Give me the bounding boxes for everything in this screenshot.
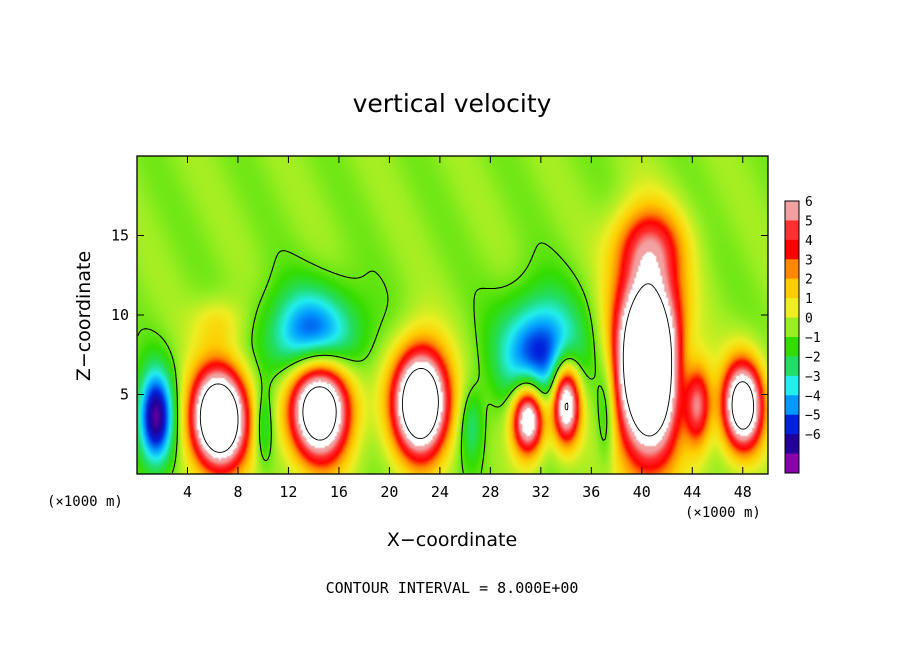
colorbar-swatch <box>785 453 799 474</box>
chart-title: vertical velocity <box>353 89 552 118</box>
colorbar-swatch <box>785 356 799 377</box>
x-unit-label-right: (×1000 m) <box>685 505 761 521</box>
x-tick-label: 28 <box>481 483 499 501</box>
colorbar-label: 6 <box>805 195 813 210</box>
x-tick-label: 48 <box>734 483 752 501</box>
contour-interval-note: CONTOUR INTERVAL = 8.000E+00 <box>326 579 579 597</box>
y-tick-label: 15 <box>111 227 129 245</box>
contour-line <box>137 242 608 474</box>
colorbar-label: 0 <box>805 312 813 327</box>
colorbar-label: 1 <box>805 292 813 307</box>
colorbar-label: −4 <box>805 389 821 404</box>
colorbar-swatch <box>785 239 799 260</box>
colorbar-frame <box>784 200 800 474</box>
colorbar-swatch <box>785 337 799 357</box>
colorbar-swatch <box>785 434 799 454</box>
colorbar: 6 5 4 3 2 1 0 −1 −2 −3 −4 −5 −6 <box>784 195 821 474</box>
y-axis-ticks: 5 10 15 <box>111 227 768 404</box>
x-unit-label-left: (×1000 m) <box>47 494 123 510</box>
colorbar-label: 2 <box>805 273 813 288</box>
x-tick-label: 8 <box>233 483 242 501</box>
contour-lines <box>137 242 755 474</box>
colorbar-label: −5 <box>805 409 821 424</box>
colorbar-swatch <box>785 317 799 338</box>
colorbar-label: 3 <box>805 253 813 268</box>
x-tick-label: 20 <box>380 483 398 501</box>
colorbar-swatch <box>785 414 799 435</box>
colorbar-swatch <box>785 375 799 396</box>
y-tick-label: 5 <box>120 386 129 404</box>
contour-line <box>199 283 755 453</box>
x-axis-ticks: 4 8 12 16 20 24 28 32 36 40 44 48 <box>183 156 752 501</box>
x-tick-label: 32 <box>532 483 550 501</box>
heatmap-field <box>137 156 768 474</box>
x-tick-label: 40 <box>633 483 651 501</box>
x-tick-label: 12 <box>279 483 297 501</box>
x-axis-label: X−coordinate <box>387 529 517 551</box>
x-tick-label: 36 <box>582 483 600 501</box>
x-tick-label: 4 <box>183 483 192 501</box>
colorbar-swatch <box>785 395 799 416</box>
colorbar-label: −3 <box>805 370 821 385</box>
velocity-field-image <box>137 156 768 474</box>
colorbar-swatch <box>785 201 799 221</box>
y-axis-label: Z−coordinate <box>73 251 95 381</box>
colorbar-swatch <box>785 220 799 241</box>
y-tick-label: 10 <box>111 306 129 324</box>
colorbar-swatch <box>785 298 799 318</box>
colorbar-swatch <box>785 278 799 299</box>
colorbar-label: 4 <box>805 234 813 249</box>
colorbar-label: 5 <box>805 214 813 229</box>
colorbar-label: −2 <box>805 350 821 365</box>
colorbar-label: −1 <box>805 331 821 346</box>
colorbar-swatch <box>785 259 799 280</box>
colorbar-label: −6 <box>805 428 821 443</box>
x-tick-label: 44 <box>683 483 701 501</box>
x-tick-label: 24 <box>431 483 449 501</box>
x-tick-label: 16 <box>330 483 348 501</box>
